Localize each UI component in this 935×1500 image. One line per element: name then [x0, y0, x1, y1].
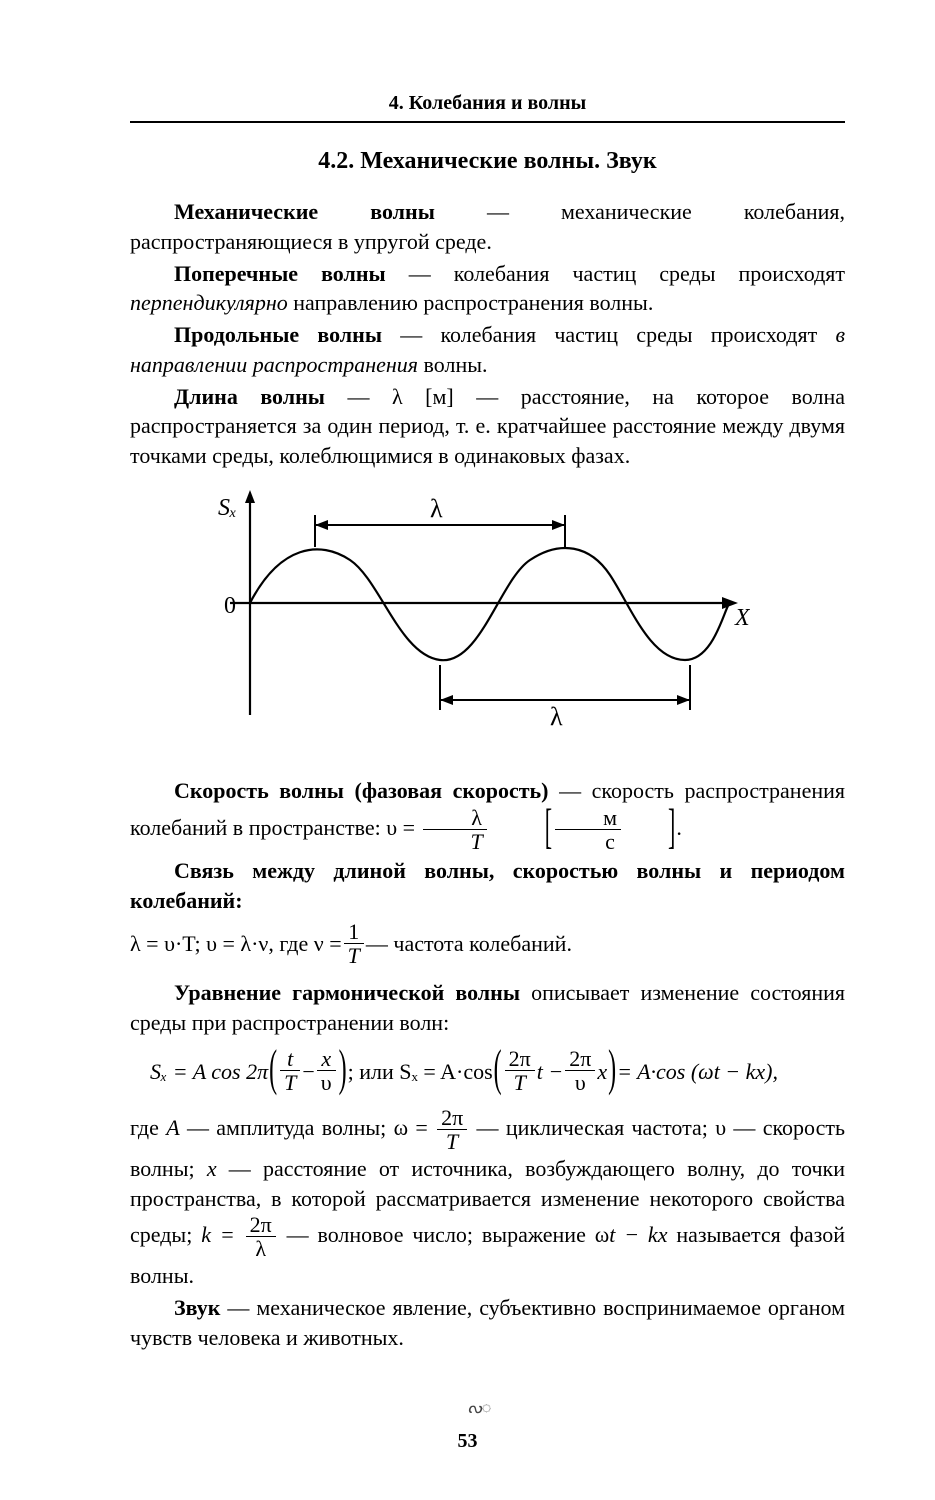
text: λ = υ·T; υ = λ·ν, где ν = [130, 929, 342, 959]
para-sound: Звук — механическое явление, субъективно… [130, 1293, 845, 1352]
page: 4. Колебания и волны 4.2. Механические в… [0, 0, 935, 1500]
sym-k: k = [201, 1222, 243, 1247]
label-sx: Sₓ [218, 495, 237, 521]
paren-close-2: ) [608, 1036, 616, 1104]
eq-lhs: Sₓ = A cos 2π [150, 1057, 268, 1087]
print-smudge: ᔓ◌ [468, 1398, 492, 1420]
para-where: где A — амплитуда волны; ω = 2πT — цикли… [130, 1106, 845, 1292]
frac-k: 2πλ [246, 1213, 276, 1261]
frac-unit: мс [555, 806, 621, 854]
label-lambda-bottom: λ [550, 702, 563, 731]
frac-2pi-v: 2πυ [565, 1047, 595, 1095]
text: — механическое явление, субъективно восп… [130, 1295, 845, 1350]
page-number: 53 [0, 1428, 935, 1455]
text: — колебания частиц среды происходят [382, 322, 835, 347]
term-wavelength: Длина волны [174, 384, 325, 409]
em-perpendicular: перпендикулярно [130, 290, 288, 315]
wave-svg: Sₓ X 0 λ λ [190, 485, 750, 755]
term-wave-speed: Скорость волны (фазовая скорость) [174, 778, 549, 803]
frac-t-T: tT [280, 1047, 300, 1095]
text: волны. [418, 352, 487, 377]
eq-t: t − [537, 1057, 563, 1087]
label-lambda-top: λ [430, 494, 443, 523]
para-transverse: Поперечные волны — колебания частиц сред… [130, 259, 845, 318]
eq-x: x [597, 1057, 607, 1087]
term-transverse: Поперечные волны [174, 261, 386, 286]
bracket-open: [ [501, 794, 552, 859]
text: — колебания частиц среды происходят [386, 261, 845, 286]
term-harmonic-eq: Уравнение гармонической волны [174, 980, 520, 1005]
paren-open-2: ( [494, 1036, 502, 1104]
text: — амплитуда волны; ω = [180, 1115, 435, 1140]
eq-mid: ; или Sₓ = A·cos [348, 1057, 493, 1087]
term-longitudinal: Продольные волны [174, 322, 382, 347]
para-relation: Связь между длиной волны, скоростью волн… [130, 856, 845, 915]
chapter-header: 4. Колебания и волны [130, 90, 845, 117]
para-wave-speed: Скорость волны (фазовая скорость) — скор… [130, 776, 845, 854]
text: направлению распространения волны. [288, 290, 654, 315]
paren-open-1: ( [269, 1036, 277, 1104]
frac-1-T: 1T [344, 920, 364, 968]
text: где [130, 1115, 166, 1140]
formula-relation: λ = υ·T; υ = λ·ν, где ν = 1T — частота к… [130, 920, 845, 968]
para-harmonic-eq: Уравнение гармонической волны описывает … [130, 978, 845, 1037]
section-title: 4.2. Механические волны. Звук [130, 145, 845, 177]
wave-diagram: Sₓ X 0 λ λ [190, 485, 750, 763]
label-x: X [734, 605, 750, 631]
header-rule [130, 121, 845, 123]
sym-A: A [166, 1115, 179, 1140]
para-wavelength: Длина волны — λ [м] — расстояние, на кот… [130, 382, 845, 471]
label-origin: 0 [224, 593, 236, 619]
frac-lambda-T: λT [423, 806, 487, 854]
minus: − [302, 1057, 314, 1087]
paren-close-1: ) [339, 1036, 347, 1104]
eq-rhs: = A·cos (ωt − kx), [617, 1057, 778, 1087]
term-sound: Звук [174, 1295, 220, 1320]
sym-x: x [207, 1156, 217, 1181]
frac-omega: 2πT [437, 1106, 467, 1154]
text: — частота колебаний. [366, 929, 572, 959]
frac-x-v: xυ [317, 1047, 336, 1095]
frac-2pi-T: 2πT [505, 1047, 535, 1095]
text: . [676, 815, 682, 840]
term-mech-waves: Механические волны [174, 199, 435, 224]
equation-harmonic-wave: Sₓ = A cos 2π ( tT − xυ ) ; или Sₓ = A·c… [150, 1047, 845, 1095]
phase-expr: t − kx [609, 1222, 667, 1247]
para-mech-waves: Механические волны — механические колеба… [130, 197, 845, 256]
bracket-close: ] [624, 794, 675, 859]
para-longitudinal: Продольные волны — колебания частиц сред… [130, 320, 845, 379]
term-relation: Связь между длиной волны, скоростью волн… [130, 858, 845, 913]
text: — волновое число; выражение ω [278, 1222, 609, 1247]
